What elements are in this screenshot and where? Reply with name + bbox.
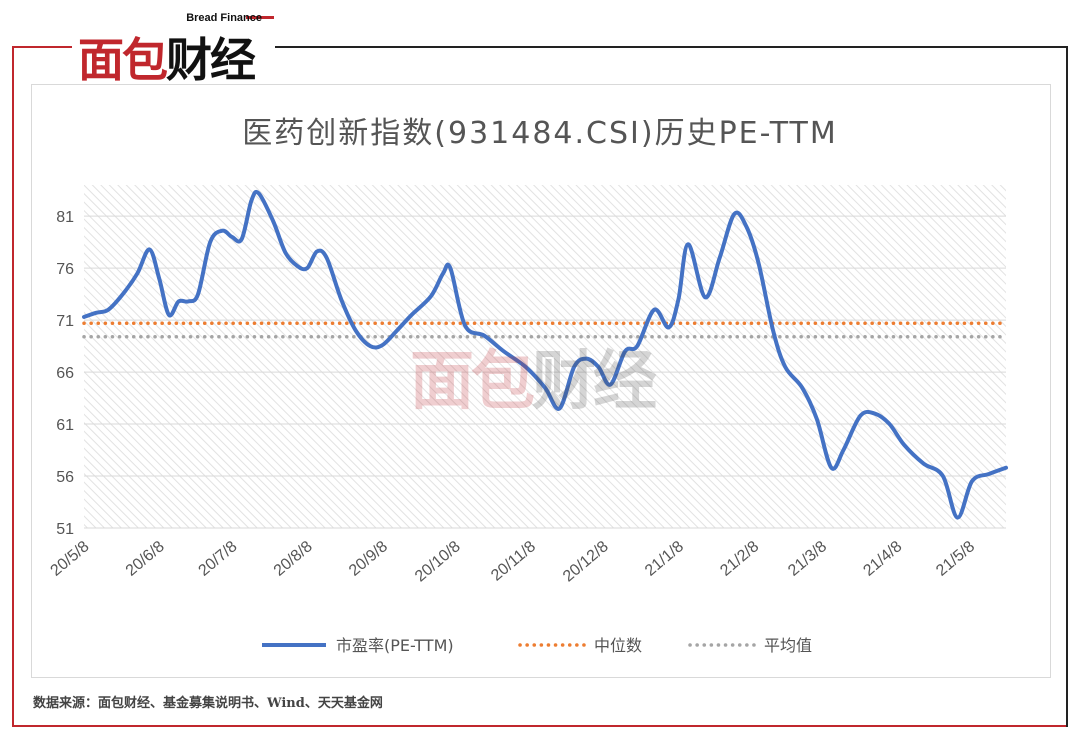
frame-line xyxy=(12,46,72,48)
x-axis: 20/5/8 20/6/8 20/7/8 20/8/8 20/9/8 20/10/8 20/… xyxy=(48,538,979,585)
frame-line xyxy=(12,725,1068,727)
series-line-pe-ttm xyxy=(82,189,1008,520)
reference-lines xyxy=(82,321,1008,339)
x-tick-label: 20/8/8 xyxy=(271,538,316,580)
logo-subtitle: Bread Finance xyxy=(186,12,262,24)
logo-dark-text: 财经 xyxy=(166,33,256,87)
y-tick-label: 61 xyxy=(56,417,74,434)
x-tick-label: 21/3/8 xyxy=(785,538,830,580)
x-tick-label: 20/10/8 xyxy=(412,538,464,585)
x-tick-label: 21/1/8 xyxy=(642,538,687,580)
y-tick-label: 51 xyxy=(56,521,74,538)
watermark: 面包财经 xyxy=(410,330,657,422)
y-tick-label: 66 xyxy=(56,365,74,382)
x-tick-label: 21/4/8 xyxy=(860,538,905,580)
y-tick-label: 71 xyxy=(56,313,74,330)
brand-logo: Bread Finance 面包财经 xyxy=(78,12,274,87)
watermark-red-text: 面包 xyxy=(410,345,535,419)
logo-wordmark: 面包财经 xyxy=(78,24,256,90)
x-tick-label: 20/7/8 xyxy=(196,538,241,580)
chart-title: 医药创新指数(931484.CSI)历史PE-TTM xyxy=(242,116,838,151)
x-tick-label: 20/12/8 xyxy=(560,538,612,585)
watermark-dark-text: 财经 xyxy=(532,345,657,419)
frame-line xyxy=(1066,46,1068,727)
x-tick-label: 20/6/8 xyxy=(123,538,168,580)
logo-red-text: 面包 xyxy=(78,33,168,87)
legend-label: 平均值 xyxy=(764,636,812,655)
y-tick-label: 56 xyxy=(56,469,74,486)
y-tick-label: 81 xyxy=(56,209,74,226)
x-tick-label: 20/11/8 xyxy=(488,538,539,585)
grid-lines xyxy=(84,215,1006,529)
x-tick-label: 21/5/8 xyxy=(933,538,978,580)
frame-line xyxy=(275,46,1068,48)
y-tick-label: 76 xyxy=(56,261,74,278)
x-tick-label: 20/9/8 xyxy=(346,538,391,580)
legend-label: 市盈率(PE-TTM) xyxy=(336,636,454,655)
source-note: 数据来源：面包财经、基金募集说明书、Wind、天天基金网 xyxy=(33,696,383,711)
legend: 市盈率(PE-TTM) 中位数 平均值 xyxy=(262,636,812,655)
y-axis: 51 56 61 66 71 76 81 xyxy=(56,209,74,538)
frame-line xyxy=(12,46,14,726)
legend-label: 中位数 xyxy=(594,636,642,655)
logo-accent-bar xyxy=(246,16,274,19)
x-tick-label: 21/2/8 xyxy=(717,538,762,580)
x-tick-label: 20/5/8 xyxy=(48,538,93,580)
